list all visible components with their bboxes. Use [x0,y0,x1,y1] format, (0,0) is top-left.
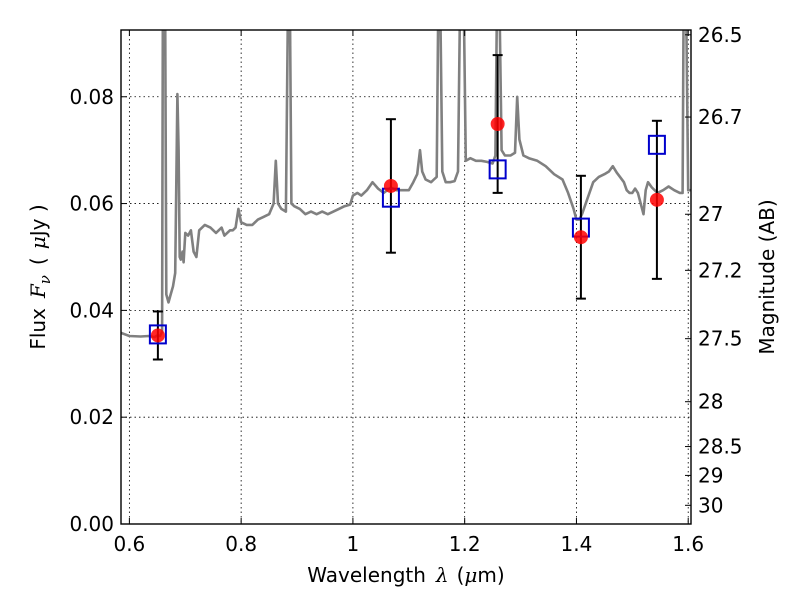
observed-photometry-point [573,230,588,245]
observed-photometry-point [490,116,505,131]
mag-tick-label: 27.5 [698,327,743,351]
model-photometry-square [488,159,507,180]
axis-tick-labels: 0.6 0.8 1 1.2 1.4 1.6 0.00 0.02 0.04 0.06 0.08 26.5… [69,23,742,556]
mag-tick-label: 29 [698,463,723,487]
mag-tick-label: 26.5 [698,23,743,47]
plot-frame [120,29,692,525]
observed-photometry-markers [150,116,664,343]
model-photometry-square [647,134,666,155]
x-tick-label: 1 [347,532,360,556]
mag-tick-label: 27.2 [698,258,743,282]
y-tick-label: 0.04 [69,298,114,322]
x-axis-label: Wavelength λ (μm) [307,563,504,587]
y-axis-right-label: Magnitude (AB) [755,199,779,354]
y-tick-label: 0.02 [69,405,114,429]
axis-ticks [121,30,691,525]
y-tick-label: 0.06 [69,192,114,216]
observed-photometry-point [150,328,165,343]
plot-background [121,30,691,524]
x-tick-label: 1.2 [449,532,481,556]
mag-tick-label: 28 [698,390,723,414]
model-photometry-square [148,324,167,345]
mag-tick-label: 28.5 [698,435,743,459]
model-sed-line [121,30,691,339]
x-tick-label: 1.6 [672,532,704,556]
x-tick-label: 0.6 [113,532,145,556]
observed-photometry-point [649,192,664,207]
y-axis-label: FluxFν(μJy ) [26,204,54,349]
mag-tick-label: 26.7 [698,105,743,129]
observed-photometry-point [383,178,398,193]
y-tick-label: 0.08 [69,85,114,109]
mag-tick-label: 27 [698,202,723,226]
y-tick-label: 0.00 [69,512,114,536]
mag-tick-label: 30 [698,493,723,517]
x-tick-label: 1.4 [561,532,593,556]
x-tick-label: 0.8 [225,532,257,556]
